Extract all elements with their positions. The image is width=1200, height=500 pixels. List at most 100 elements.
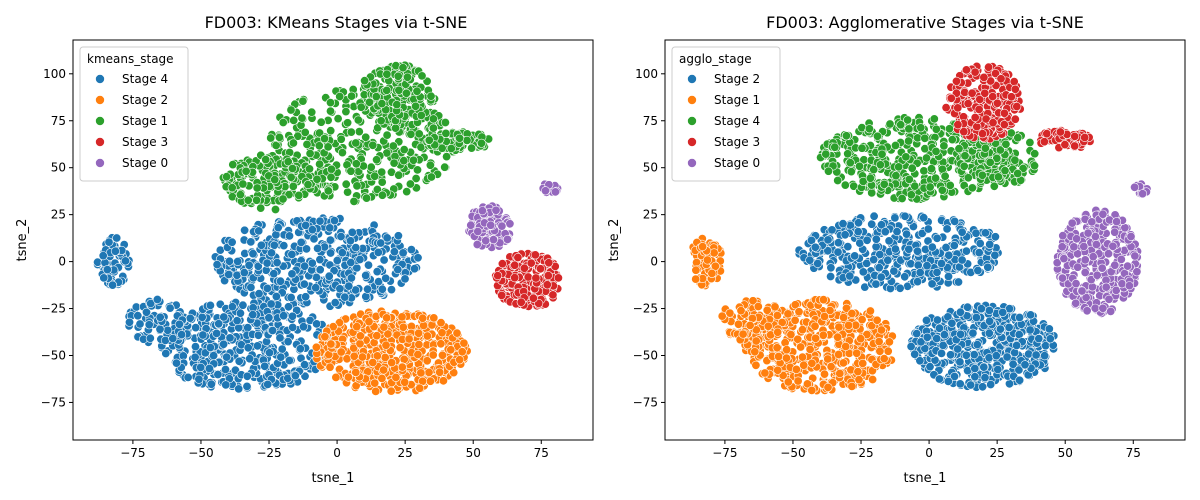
scatter-point [805,255,815,265]
scatter-point [401,88,411,98]
scatter-point [1042,129,1052,139]
scatter-point [266,248,276,258]
scatter-point [846,167,856,177]
scatter-point [325,235,335,245]
scatter-point [879,179,889,189]
scatter-point [234,384,244,394]
scatter-point [904,244,914,254]
scatter-point [205,300,215,310]
scatter-point [773,327,783,337]
scatter-point [970,363,980,373]
scatter-point [1010,155,1020,165]
scatter-point [286,172,296,182]
scatter-point [372,185,382,195]
scatter-point [269,269,279,279]
scatter-point [286,292,296,302]
scatter-point [227,302,237,312]
scatter-point [337,248,347,258]
scatter-point [884,337,894,347]
scatter-point [198,330,208,340]
scatter-point [955,357,965,367]
scatter-point [227,237,237,247]
scatter-point [845,158,855,168]
scatter-point [872,131,882,141]
scatter-point [196,362,206,372]
legend-label: Stage 0 [122,156,168,170]
scatter-point [402,187,412,197]
scatter-point [253,330,263,340]
scatter-point [133,311,143,321]
scatter-point [191,323,201,333]
scatter-point [698,242,708,252]
scatter-point [807,385,817,395]
scatter-point [885,119,895,129]
scatter-point [399,145,409,155]
scatter-point [936,348,946,358]
scatter-point [398,322,408,332]
scatter-point [826,271,836,281]
scatter-point [362,193,372,203]
scatter-point [867,219,877,229]
scatter-point [349,196,359,206]
scatter-point [927,242,937,252]
scatter-point [955,379,965,389]
scatter-point [222,172,232,182]
scatter-point [145,333,155,343]
scatter-point [823,166,833,176]
x-axis-ticks: −75 −50 −25 0 25 50 75 [120,440,549,460]
scatter-point [1070,141,1080,151]
scatter-point [999,120,1009,130]
scatter-point [408,155,418,165]
x-tick-label: 25 [398,446,413,460]
scatter-point [1004,322,1014,332]
scatter-point [510,273,520,283]
scatter-point [379,365,389,375]
scatter-point [1045,334,1055,344]
scatter-point [897,194,907,204]
scatter-point [264,313,274,323]
scatter-point [295,344,305,354]
scatter-point [409,264,419,274]
scatter-point [923,224,933,234]
legend-marker [95,74,105,84]
scatter-points [93,60,563,396]
scatter-point [440,118,450,128]
scatter-point [835,368,845,378]
scatter-point [751,360,761,370]
scatter-point [883,255,893,265]
scatter-point [400,377,410,387]
scatter-point [238,179,248,189]
scatter-point [967,183,977,193]
scatter-point [853,218,863,228]
x-axis-label: tsne_1 [312,471,355,486]
scatter-point [316,117,326,127]
scatter-point [968,328,978,338]
scatter-point [252,195,262,205]
scatter-point [332,255,342,265]
scatter-point [270,175,280,185]
scatter-point [753,301,763,311]
scatter-point [979,362,989,372]
scatter-point [904,136,914,146]
scatter-point [323,142,333,152]
scatter-point [1030,161,1040,171]
scatter-point [311,283,321,293]
scatter-point [121,256,131,266]
scatter-point [437,143,447,153]
scatter-point [399,156,409,166]
scatter-point [429,313,439,323]
scatter-point [185,313,195,323]
scatter-point [436,318,446,328]
scatter-point [985,316,995,326]
scatter-point [978,382,988,392]
scatter-point [1006,128,1016,138]
scatter-point [288,181,298,191]
scatter-point [912,246,922,256]
scatter-point [884,236,894,246]
scatter-point [370,171,380,181]
scatter-point [797,352,807,362]
scatter-point [309,234,319,244]
agglomerative-scatter-panel: FD003: Agglomerative Stages via t-SNE −7… [607,13,1186,486]
scatter-point [194,374,204,384]
